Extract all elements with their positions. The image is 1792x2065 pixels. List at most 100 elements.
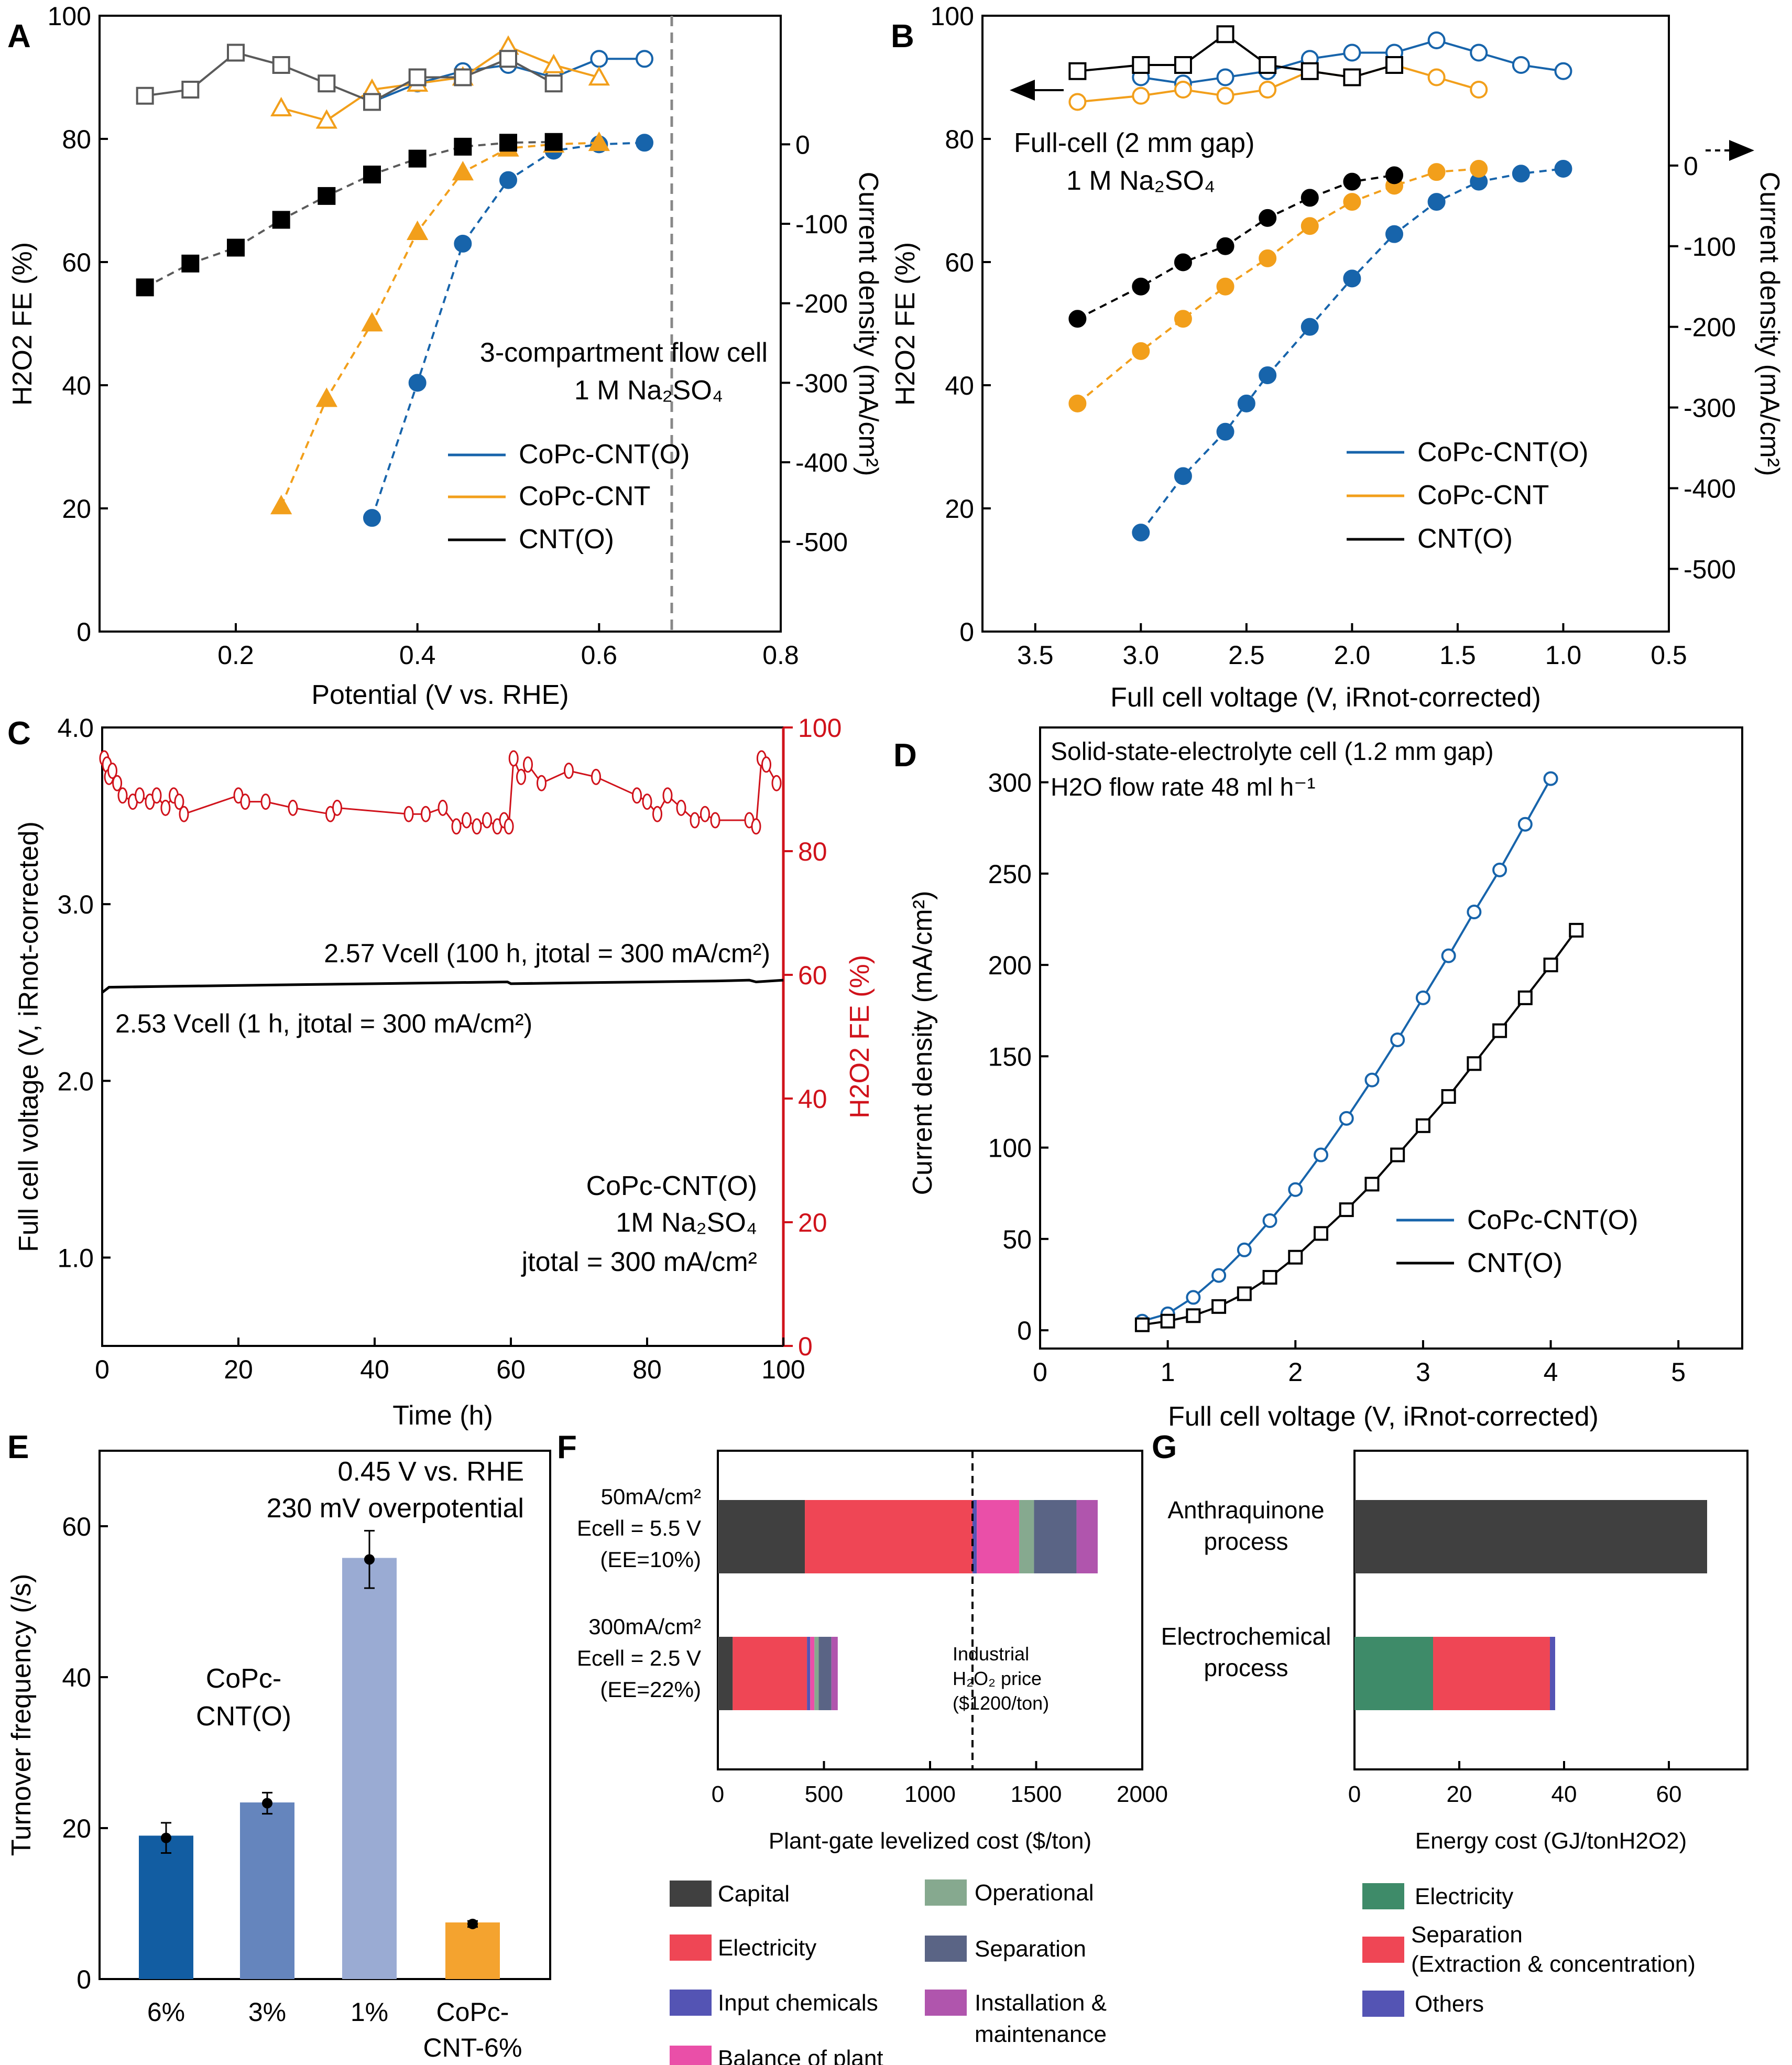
panel-b-point-4-6 — [1343, 193, 1361, 211]
panel-a-point-5-2 — [227, 238, 245, 257]
panel-c-right-tick-label: 100 — [798, 713, 842, 743]
panel-f-bar-segment-1-6 — [831, 1637, 838, 1710]
panel-b-x-label: Full cell voltage (V, iRnot-corrected) — [1110, 682, 1541, 713]
panel-a-series-line-2 — [145, 51, 554, 103]
legend-swatch-separation — [925, 1936, 967, 1962]
panel-d-point-1-12 — [1441, 1089, 1456, 1104]
panel-e: E 0 20 40 60 6% 3% 1% CoPc- CNT-6% Turnover fre… — [6, 1429, 551, 2062]
panel-a-point-1-6 — [543, 53, 565, 73]
panel-b-point-2-1 — [1132, 56, 1150, 74]
panel-c-fe-point-15 — [240, 794, 250, 810]
panel-d-x-tick-label: 3 — [1416, 1357, 1430, 1387]
panel-f-x-tick-label: 2000 — [1117, 1781, 1168, 1807]
panel-f-bar-segment-1-5 — [818, 1637, 832, 1710]
panel-d-point-0-15 — [1517, 817, 1533, 832]
panel-b-left-tick-label: 20 — [945, 494, 974, 524]
panel-a-point-5-3 — [272, 211, 290, 229]
panel-b-right-tick-label: -100 — [1684, 232, 1736, 262]
panel-b-point-0-9 — [1512, 56, 1530, 74]
panel-a-point-1-1 — [315, 109, 337, 129]
panel-b-x-tick-label: 3.0 — [1123, 640, 1160, 670]
panel-c-fe-point-30 — [508, 750, 519, 767]
panel-d-point-0-6 — [1288, 1182, 1303, 1197]
panel-g: G 0 20 40 60 Energy cost (GJ/tonH2O2) Anthr… — [1152, 1429, 1749, 2017]
panel-b-point-5-7 — [1385, 166, 1403, 184]
panel-b-series — [1068, 25, 1572, 542]
panel-a-y2-label: Current density (mA/cm²) — [853, 172, 883, 476]
panel-g-x-tick-label: 0 — [1348, 1781, 1361, 1807]
legend-label-energy-electricity: Electricity — [1415, 1884, 1513, 1909]
panel-b-y2-label: Current density (mA/cm²) — [1754, 172, 1785, 476]
panel-b-right-ticks: 0 -100 -200 -300 -400 -500 — [1669, 151, 1736, 584]
panel-c-left-tick-label: 3.0 — [57, 890, 94, 919]
panel-b-point-3-1 — [1174, 467, 1192, 485]
panel-a-x-tick-label: 0.2 — [217, 640, 254, 670]
panel-b-point-4-9 — [1470, 160, 1488, 178]
legend-label-energy-separation-1: Separation — [1411, 1922, 1523, 1948]
panel-e-bar-0 — [139, 1835, 193, 1979]
panel-a-point-5-5 — [363, 165, 381, 183]
panel-e-annotation-1: 0.45 V vs. RHE — [338, 1457, 524, 1487]
panel-b-point-5-5 — [1301, 189, 1319, 207]
panel-e-bar-1 — [240, 1802, 294, 1979]
panel-d-point-1-16 — [1543, 958, 1558, 973]
panel-d-point-1-11 — [1415, 1118, 1430, 1133]
panel-f-frame — [717, 1450, 1143, 1770]
panel-d-point-1-6 — [1288, 1249, 1303, 1265]
panel-b-point-5-6 — [1343, 172, 1361, 191]
panel-g-bar-segment-1-2 — [1433, 1637, 1550, 1710]
panel-c-right-tick-label: 80 — [798, 837, 827, 866]
panel-b-point-2-3 — [1216, 25, 1234, 44]
panel-b-point-4-2 — [1174, 310, 1192, 328]
panel-e-mean-point-2 — [364, 1554, 375, 1565]
legend-label-cnt-o: CNT(O) — [1467, 1248, 1562, 1278]
panel-f-bar-segment-0-6 — [1076, 1500, 1098, 1573]
panel-d-series — [1134, 771, 1584, 1332]
panel-b-left-tick-label: 40 — [945, 371, 974, 400]
panel-d-x-tick-label: 5 — [1671, 1357, 1686, 1387]
panel-a-left-tick-label: 60 — [62, 248, 91, 277]
panel-a-y-label: H2O2 FE (%) — [7, 242, 38, 406]
panel-c-left-tick-label: 4.0 — [57, 713, 94, 743]
panel-b-right-tick-label: -200 — [1684, 313, 1736, 342]
panel-d-point-0-8 — [1339, 1111, 1354, 1126]
panel-c-fe-point-36 — [632, 787, 642, 804]
panel-a-point-3-6 — [636, 134, 653, 152]
legend-swatch-capital — [670, 1881, 712, 1907]
panel-e-bars: 6% 3% 1% CoPc- CNT-6% — [139, 1530, 522, 2062]
panel-e-category-label-1: 3% — [248, 1997, 286, 2027]
legend-label-installation-1: Installation & — [975, 1990, 1107, 2016]
legend-label-energy-separation-2: (Extraction & concentration) — [1411, 1951, 1696, 1977]
panel-c-fe-point-39 — [662, 787, 673, 804]
panel-b-point-0-10 — [1554, 62, 1572, 80]
panel-c-fe-point-7 — [135, 787, 145, 804]
panel-g-x-tick-label: 40 — [1551, 1781, 1577, 1807]
panel-e-category-label2-3: CNT-6% — [423, 2033, 522, 2062]
panel-b-point-5-4 — [1259, 209, 1277, 227]
panel-a-frame — [99, 15, 782, 633]
panel-b-right-tick-label: -400 — [1684, 474, 1736, 503]
panel-e-y-tick-label: 0 — [77, 1965, 91, 1994]
panel-d-x-label: Full cell voltage (V, iRnot-corrected) — [1168, 1401, 1599, 1432]
panel-d-point-0-14 — [1492, 862, 1507, 877]
panel-c-left-tick-label: 2.0 — [57, 1067, 94, 1096]
panel-f-bar-segment-1-0 — [718, 1637, 733, 1710]
panel-e-bar-3 — [445, 1922, 500, 1979]
panel-c-fe-point-29 — [504, 818, 514, 835]
panel-d-point-0-7 — [1314, 1147, 1328, 1162]
panel-a-point-3-3 — [499, 171, 517, 189]
panel-b-point-3-8 — [1427, 193, 1446, 211]
panel-b-annotation-2: 1 M Na₂SO₄ — [1066, 166, 1215, 196]
panel-b-y-label: H2O2 FE (%) — [890, 242, 921, 406]
legend-label-copc-cnt: CoPc-CNT — [1417, 480, 1549, 510]
panel-c-fe-point-13 — [179, 806, 189, 822]
panel-a-series-line-1 — [281, 45, 599, 122]
panel-e-y-tick-label: 40 — [62, 1663, 91, 1692]
panel-b-point-1-8 — [1427, 68, 1446, 86]
panel-c-fe-point-16 — [260, 794, 271, 810]
panel-b-annotation-1: Full-cell (2 mm gap) — [1014, 128, 1254, 158]
panel-b-point-5-0 — [1068, 310, 1087, 328]
panel-b-point-1-0 — [1068, 93, 1087, 111]
panel-d-x-ticks: 0 1 2 3 4 5 — [1033, 1340, 1686, 1387]
